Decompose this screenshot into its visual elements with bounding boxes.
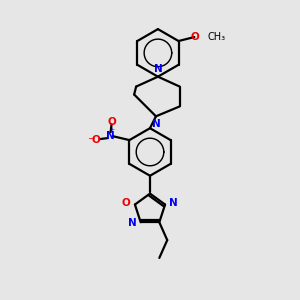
Text: N: N: [154, 64, 162, 74]
Text: CH₃: CH₃: [207, 32, 225, 42]
Text: N: N: [169, 198, 178, 208]
Text: O: O: [107, 117, 116, 127]
Text: −: −: [87, 134, 94, 142]
Text: +: +: [109, 127, 114, 132]
Text: N: N: [106, 131, 115, 141]
Text: N: N: [152, 119, 160, 129]
Text: N: N: [128, 218, 137, 228]
Text: O: O: [91, 135, 100, 145]
Text: O: O: [191, 32, 200, 42]
Text: O: O: [121, 198, 130, 208]
